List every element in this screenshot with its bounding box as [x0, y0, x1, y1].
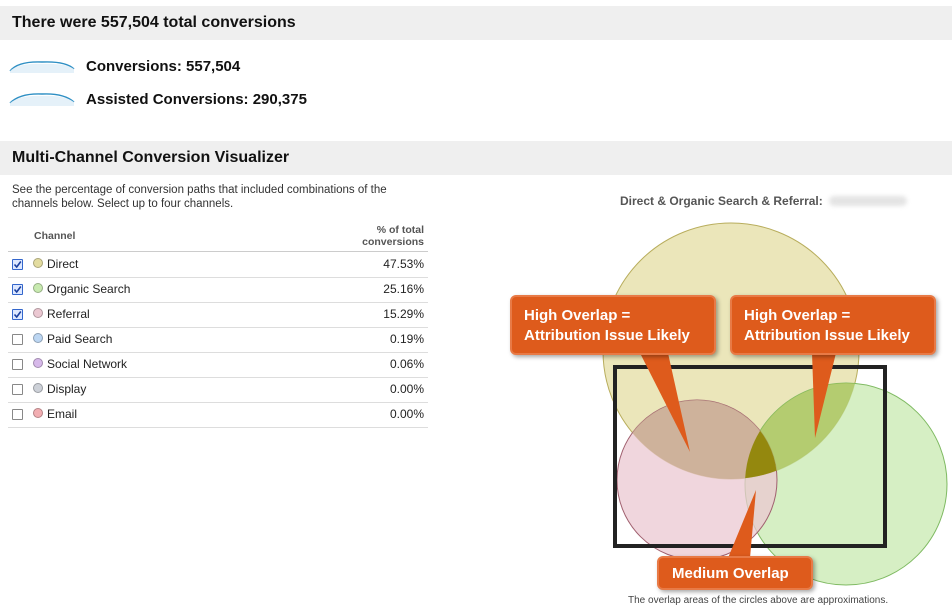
channel-column-header: Channel	[34, 230, 76, 242]
checkmark-icon	[13, 261, 22, 269]
channel-color-dot	[33, 258, 43, 268]
channel-name: Display	[47, 382, 87, 396]
checkmark-icon	[13, 286, 22, 294]
channel-pct: 0.06%	[389, 357, 424, 371]
callout-left-pointer	[640, 353, 690, 452]
assisted-conversions-label: Assisted Conversions: 290,375	[86, 90, 307, 108]
channel-row[interactable]: Display 0.00%	[8, 377, 428, 403]
channel-row[interactable]: Referral 15.29%	[8, 302, 428, 328]
channel-checkbox[interactable]	[12, 284, 23, 295]
sparkline-icon	[9, 93, 75, 106]
callout-right-pointer	[812, 353, 836, 438]
footnote: The overlap areas of the circles above a…	[628, 595, 889, 606]
conversions-label: Conversions: 557,504	[86, 57, 241, 75]
channel-row[interactable]: Paid Search 0.19%	[8, 327, 428, 353]
callout-line: High Overlap =	[744, 307, 851, 324]
channel-color-dot	[33, 308, 43, 318]
visualizer-heading: Multi-Channel Conversion Visualizer	[0, 141, 952, 175]
channel-pct: 47.53%	[383, 257, 424, 271]
callout-line: Attribution Issue Likely	[744, 327, 910, 344]
channel-checkbox[interactable]	[12, 334, 23, 345]
channel-row[interactable]: Direct 47.53%	[8, 252, 428, 278]
redacted-value	[828, 196, 907, 206]
channel-checkbox[interactable]	[12, 359, 23, 370]
callout-high-overlap-left: High Overlap = Attribution Issue Likely	[510, 295, 716, 355]
triple-overlap	[745, 400, 777, 479]
channel-name: Paid Search	[47, 332, 113, 346]
diagram-title: Direct & Organic Search & Referral:	[620, 194, 907, 208]
channel-name: Referral	[47, 307, 90, 321]
channel-table-header: Channel % of total conversions	[8, 223, 428, 252]
channel-color-dot	[33, 358, 43, 368]
channel-checkbox[interactable]	[12, 409, 23, 420]
channel-color-dot	[33, 383, 43, 393]
channel-row[interactable]: Social Network 0.06%	[8, 352, 428, 378]
channel-row[interactable]: Email 0.00%	[8, 402, 428, 428]
channel-row[interactable]: Organic Search 25.16%	[8, 277, 428, 303]
channel-color-dot	[33, 408, 43, 418]
callout-line: Medium Overlap	[672, 565, 789, 582]
callout-high-overlap-right: High Overlap = Attribution Issue Likely	[730, 295, 936, 355]
channel-checkbox[interactable]	[12, 309, 23, 320]
referral-circle	[616, 399, 778, 561]
channel-pct: 15.29%	[383, 307, 424, 321]
visualizer-description: See the percentage of conversion paths t…	[12, 184, 387, 210]
checkmark-icon	[13, 311, 22, 319]
summary-heading: There were 557,504 total conversions	[0, 6, 952, 40]
direct-referral-overlap	[617, 400, 777, 479]
pct-column-header: % of total conversions	[362, 224, 424, 248]
channel-name: Social Network	[47, 357, 128, 371]
channel-checkbox[interactable]	[12, 259, 23, 270]
channel-name: Email	[47, 407, 78, 421]
channel-name: Organic Search	[47, 282, 131, 296]
callout-medium-overlap: Medium Overlap	[657, 556, 813, 590]
channel-pct: 0.00%	[389, 407, 424, 421]
direct-organic-overlap	[745, 383, 859, 479]
callout-line: Attribution Issue Likely	[524, 327, 690, 344]
channel-checkbox[interactable]	[12, 384, 23, 395]
conversions-metric: Conversions: 557,504	[8, 55, 240, 77]
channel-pct: 0.19%	[389, 332, 424, 346]
callout-line: High Overlap =	[524, 307, 631, 324]
organic-search-circle	[744, 382, 948, 586]
focus-box	[613, 365, 887, 548]
sparkline-icon	[9, 61, 75, 73]
assisted-conversions-metric: Assisted Conversions: 290,375	[8, 88, 307, 110]
channel-pct: 25.16%	[383, 282, 424, 296]
callout-bottom-pointer	[728, 490, 756, 558]
diagram-title-text: Direct & Organic Search & Referral:	[620, 194, 823, 208]
channel-color-dot	[33, 283, 43, 293]
channel-pct: 0.00%	[389, 382, 424, 396]
channel-name: Direct	[47, 257, 79, 271]
channel-color-dot	[33, 333, 43, 343]
